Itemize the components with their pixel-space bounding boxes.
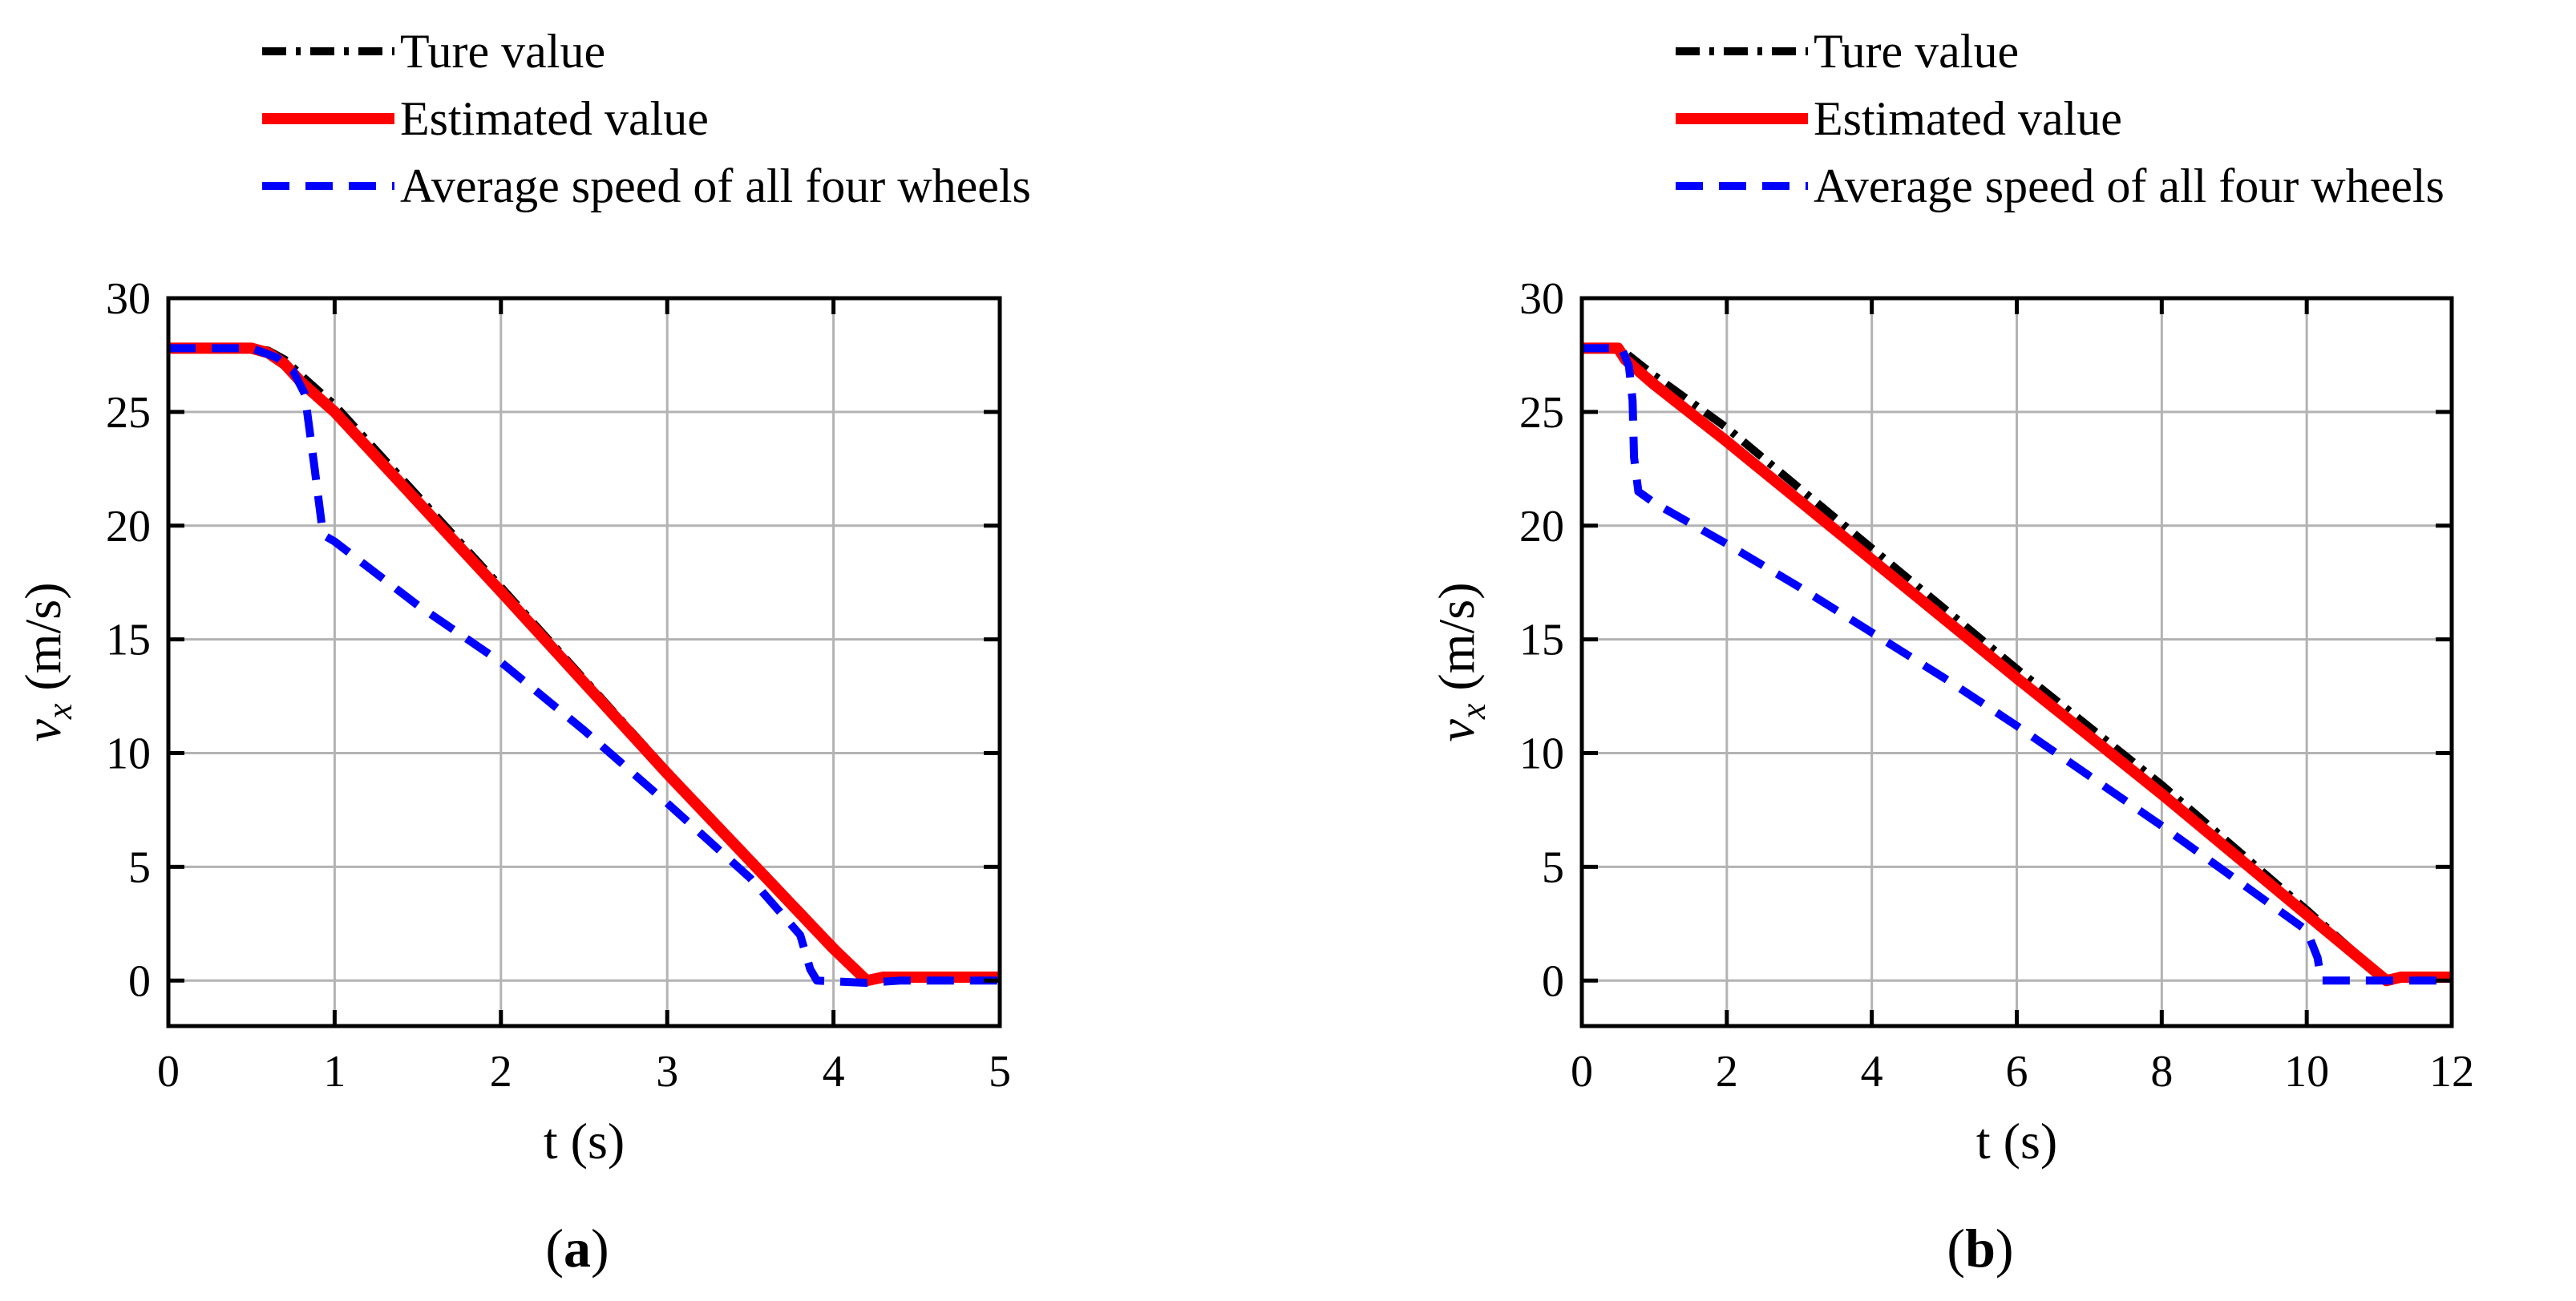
x-tick-label: 3 [656,1047,678,1097]
panel-label: (b) [1947,1218,2013,1279]
legend-entry-1: Estimated value [400,92,709,145]
series-line-average-wheel-speed [1582,344,2452,985]
y-tick-label: 25 [106,388,151,438]
chart-panel-b: 0 2 4 6 8 10 12 0 5 10 15 20 25 30 t (s) vx (m/s) Ture v… [1428,25,2474,1279]
legend-entry-2: Average speed of all four wheels [400,160,1031,212]
series-line-true-value [1582,344,2452,985]
y-tick-label: 5 [1542,842,1564,892]
y-tick-label: 5 [128,842,151,892]
y-axis-label-subscript: x [1454,703,1493,720]
x-tick-label: 6 [2006,1047,2028,1097]
legend-entry-1: Estimated value [1814,92,2122,145]
y-tick-label: 20 [106,502,151,552]
x-tick-label: 2 [1716,1047,1738,1097]
panel-label: (a) [545,1218,609,1279]
y-axis-label-unit: (m/s) [14,582,71,703]
y-axis-label: vx (m/s) [14,582,79,741]
x-tick-label: 1 [323,1047,346,1097]
y-tick-label: 0 [1542,956,1564,1006]
y-tick-label: 30 [1519,274,1564,324]
x-axis-label: t (s) [544,1113,625,1170]
series-line-average-wheel-speed [168,344,1000,988]
y-tick-label: 10 [106,729,151,779]
y-tick-label: 25 [1519,388,1564,438]
legend-entry-2: Average speed of all four wheels [1814,160,2445,212]
y-axis-label-subscript: x [40,703,79,720]
x-tick-label: 2 [490,1047,512,1097]
panel-label-letter: b [1965,1218,1996,1279]
series-line-true-value [168,344,1000,985]
y-tick-label: 10 [1519,729,1564,779]
y-axis-label-variable: v [1428,719,1485,742]
x-tick-label: 10 [2284,1047,2329,1097]
y-tick-label: 20 [1519,502,1564,552]
y-tick-label: 15 [1519,616,1564,665]
panel-label-close: ) [1996,1218,2014,1279]
x-tick-label: 12 [2429,1047,2474,1097]
legend-entry-0: Ture value [1814,25,2019,78]
x-tick-label: 5 [989,1047,1011,1097]
x-tick-label: 8 [2150,1047,2173,1097]
x-tick-label: 4 [823,1047,845,1097]
x-axis-label: t (s) [1976,1113,2057,1170]
x-tick-label: 0 [157,1047,180,1097]
panel-label-close: ) [591,1218,609,1279]
panel-label-open: ( [1947,1218,1965,1279]
y-tick-label: 30 [106,274,151,324]
y-tick-label: 15 [106,616,151,665]
panel-label-open: ( [545,1218,564,1279]
legend-entry-0: Ture value [400,25,605,78]
y-axis-label-unit: (m/s) [1428,582,1485,703]
y-axis-label-variable: v [14,719,71,742]
y-axis-label: vx (m/s) [1428,582,1493,741]
panel-label-letter: a [564,1218,591,1279]
series-line-estimated-value [168,342,1000,987]
plot-frame [166,296,1002,1028]
x-tick-label: 0 [1571,1047,1593,1097]
chart-panel-a: 0 1 2 3 4 5 0 5 10 15 20 25 30 t (s) vx (m/s) Ture valu… [14,25,1031,1279]
y-tick-label: 0 [128,956,151,1006]
x-tick-label: 4 [1861,1047,1883,1097]
